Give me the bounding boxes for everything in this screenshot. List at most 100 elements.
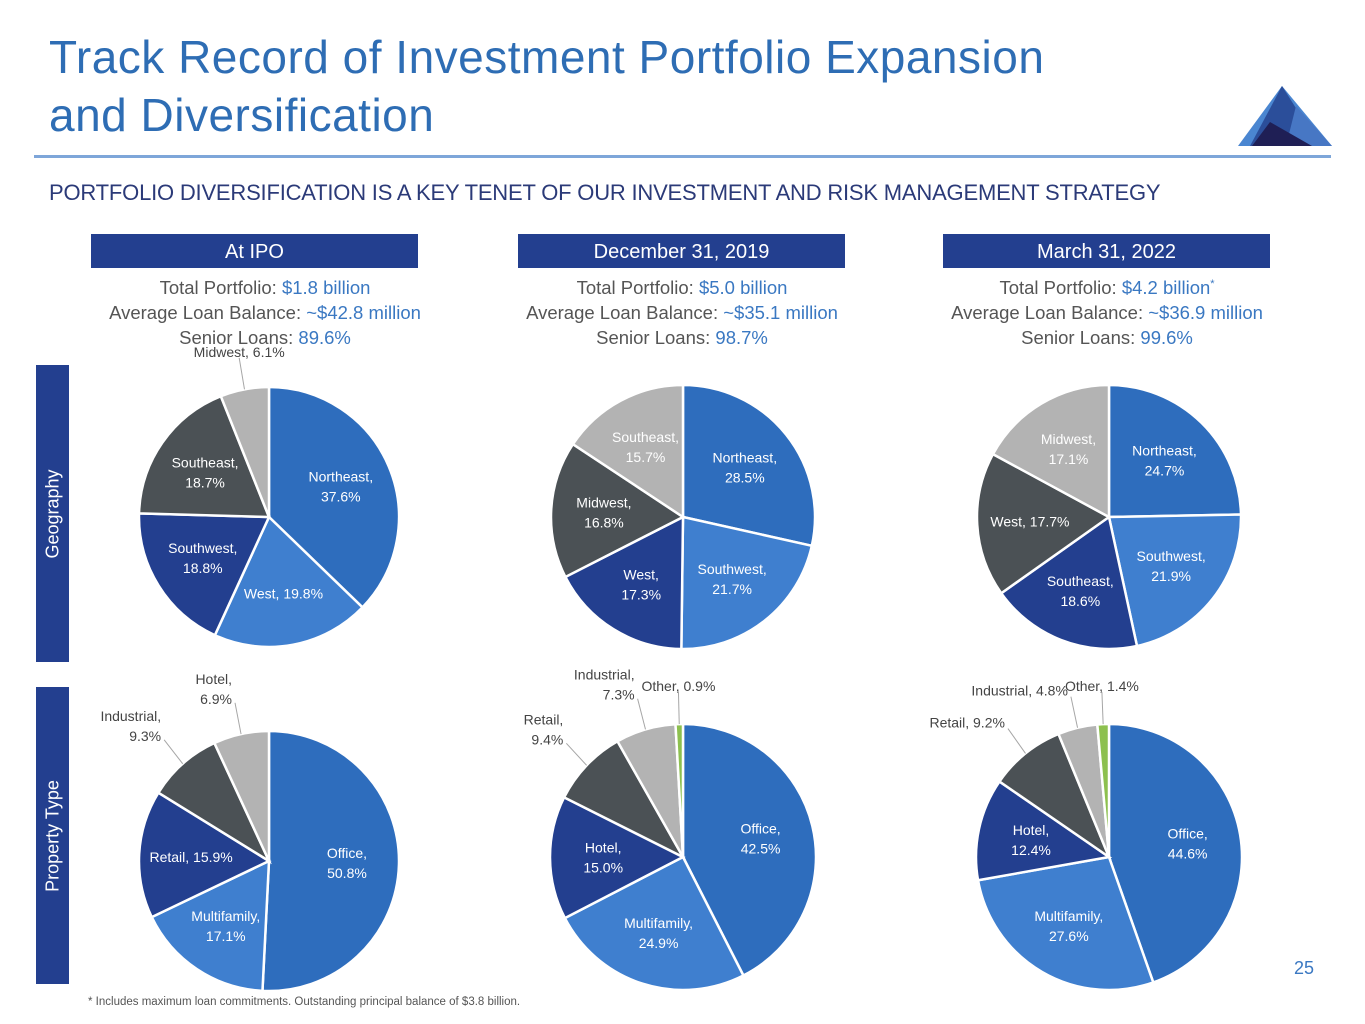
slice-label-southwest: Southwest, 18.8% xyxy=(168,540,237,576)
slice-label-west: West, 17.7% xyxy=(990,514,1069,530)
pie-slice-hotel xyxy=(548,795,686,920)
slice-label-northeast: Northeast, 24.7% xyxy=(1132,442,1197,478)
slice-label-industrial: Industrial, 7.3% xyxy=(574,667,635,703)
pie-slice-office xyxy=(261,729,401,993)
leader-line xyxy=(234,702,242,735)
slice-label-midwest: Midwest, 6.1% xyxy=(194,344,285,360)
slice-label-office: Office, 42.5% xyxy=(740,820,780,856)
total-portfolio: Total Portfolio: $1.8 billion xyxy=(159,277,371,299)
slice-label-midwest: Midwest, 17.1% xyxy=(1041,431,1096,467)
pie-slice-multifamily xyxy=(150,858,271,993)
pie-slice-southeast xyxy=(571,383,685,520)
pie-slice-northeast xyxy=(267,385,401,610)
pie-slice-northeast xyxy=(681,383,817,548)
slice-label-office: Office, 44.6% xyxy=(1168,826,1208,862)
slice-label-multifamily: Multifamily, 27.6% xyxy=(1034,908,1103,944)
row-label-property-type: Property Type xyxy=(36,687,69,984)
leader-line xyxy=(163,739,184,765)
pie-slice-other xyxy=(1095,722,1111,858)
pie-slice-west xyxy=(213,514,365,649)
slice-label-west: West, 19.8% xyxy=(244,586,323,602)
pie-slice-other xyxy=(674,722,685,858)
pie-chart-2: Northeast, 28.5% Southwest, 21.7% West, 17.3%… xyxy=(549,383,817,651)
slice-label-industrial: Industrial, 4.8% xyxy=(971,683,1068,699)
pie-slice-retail xyxy=(562,739,687,860)
total-portfolio: Total Portfolio: $5.0 billion xyxy=(576,277,788,299)
page-title: Track Record of Investment Portfolio Exp… xyxy=(49,28,1199,144)
slice-label-industrial: Industrial, 9.3% xyxy=(100,708,161,744)
slice-label-midwest: Midwest, 16.8% xyxy=(576,495,631,531)
slice-label-multifamily: Multifamily, 17.1% xyxy=(191,908,260,944)
average-loan-balance: Average Loan Balance: ~$35.1 million xyxy=(526,302,838,324)
slice-label-office: Office, 50.8% xyxy=(327,845,367,881)
pie-slice-multifamily xyxy=(563,855,746,992)
pie-slice-southwest xyxy=(680,515,814,651)
pie-chart-1: Northeast, 37.6% West, 19.8% Southwest, 18.8… xyxy=(137,344,401,649)
section-subtitle: PORTFOLIO DIVERSIFICATION IS A KEY TENET… xyxy=(49,180,1161,205)
pie-slice-midwest xyxy=(991,383,1111,520)
title-divider xyxy=(34,155,1331,158)
column-heading-ipo: At IPO xyxy=(91,234,418,268)
pie-slice-west xyxy=(563,514,685,651)
leader-line xyxy=(1007,728,1026,754)
slice-label-retail: Retail, 9.4% xyxy=(524,711,564,747)
pie-slice-retail xyxy=(137,791,272,919)
pie-slice-midwest xyxy=(549,442,686,579)
slice-label-hotel: Hotel, 12.4% xyxy=(1011,822,1051,858)
mountain-logo-icon xyxy=(1238,86,1332,146)
slice-label-retail: Retail, 15.9% xyxy=(149,849,232,865)
leader-line xyxy=(1101,692,1104,725)
slice-label-west: West, 17.3% xyxy=(621,566,661,602)
pie-chart-3: Northeast, 24.7% Southwest, 21.9% Southeast,… xyxy=(975,383,1243,651)
slice-label-hotel: Hotel, 15.0% xyxy=(583,840,623,876)
pie-slice-southwest xyxy=(137,512,271,637)
pie-slice-southeast xyxy=(137,394,271,519)
slice-label-hotel: Hotel, 6.9% xyxy=(195,671,232,707)
leader-line xyxy=(565,742,587,766)
leader-line xyxy=(238,357,245,390)
slice-label-southwest: Southwest, 21.9% xyxy=(1136,548,1205,584)
pie-chart-6: Office, 44.6% Multifamily, 27.6% Hotel, 12.4%… xyxy=(929,678,1244,992)
slice-label-multifamily: Multifamily, 24.9% xyxy=(624,915,693,951)
pie-slice-office xyxy=(1107,722,1244,985)
column-heading-dec-2019: December 31, 2019 xyxy=(518,234,845,268)
column-stats-dec-2019: Total Portfolio: $5.0 billion Average Lo… xyxy=(472,272,892,350)
pie-slice-west xyxy=(975,452,1112,595)
average-loan-balance: Average Loan Balance: ~$42.8 million xyxy=(109,302,421,324)
leader-line xyxy=(677,692,680,725)
slice-label-northeast: Northeast, 37.6% xyxy=(309,469,374,505)
total-portfolio: Total Portfolio: $4.2 billion* xyxy=(999,277,1215,299)
title-line-2: and Diversification xyxy=(49,89,435,141)
column-stats-mar-2022: Total Portfolio: $4.2 billion* Average L… xyxy=(897,272,1317,350)
slice-label-retail: Retail, 9.2% xyxy=(929,715,1004,731)
pie-chart-5: Office, 42.5% Multifamily, 24.9% Hotel, 15.0%… xyxy=(524,667,818,992)
slice-label-southeast: Southeast, 15.7% xyxy=(612,429,679,465)
pie-slice-multifamily xyxy=(976,855,1155,992)
pie-slice-hotel xyxy=(212,729,271,862)
column-stats-ipo: Total Portfolio: $1.8 billion Average Lo… xyxy=(55,272,475,350)
pie-slice-hotel xyxy=(974,779,1113,882)
leader-line xyxy=(637,698,646,730)
leader-line xyxy=(1070,696,1079,728)
senior-loans: Senior Loans: 98.7% xyxy=(596,327,768,349)
title-line-1: Track Record of Investment Portfolio Exp… xyxy=(49,31,1045,83)
slice-label-southwest: Southwest, 21.7% xyxy=(697,561,766,597)
pie-slice-northeast xyxy=(1107,383,1243,519)
senior-loans: Senior Loans: 99.6% xyxy=(1021,327,1193,349)
column-heading-mar-2022: March 31, 2022 xyxy=(943,234,1270,268)
footnote: * Includes maximum loan commitments. Out… xyxy=(88,996,521,1008)
pie-slice-office xyxy=(681,722,818,978)
slice-label-northeast: Northeast, 28.5% xyxy=(713,449,778,485)
pie-slice-southeast xyxy=(999,514,1139,651)
pie-chart-4: Office, 50.8% Multifamily, 17.1% Retail, 15.… xyxy=(100,671,401,993)
slice-label-southeast: Southeast, 18.6% xyxy=(1047,573,1114,609)
slice-label-other: Other, 0.9% xyxy=(641,678,715,694)
row-label-geography: Geography xyxy=(36,365,69,662)
page-number: 25 xyxy=(1294,958,1315,978)
slice-label-southeast: Southeast, 18.7% xyxy=(172,454,239,490)
pie-slice-southwest xyxy=(1107,513,1243,648)
slice-label-other: Other, 1.4% xyxy=(1065,678,1139,694)
pie-slice-midwest xyxy=(219,385,271,518)
senior-loans: Senior Loans: 89.6% xyxy=(179,327,351,349)
